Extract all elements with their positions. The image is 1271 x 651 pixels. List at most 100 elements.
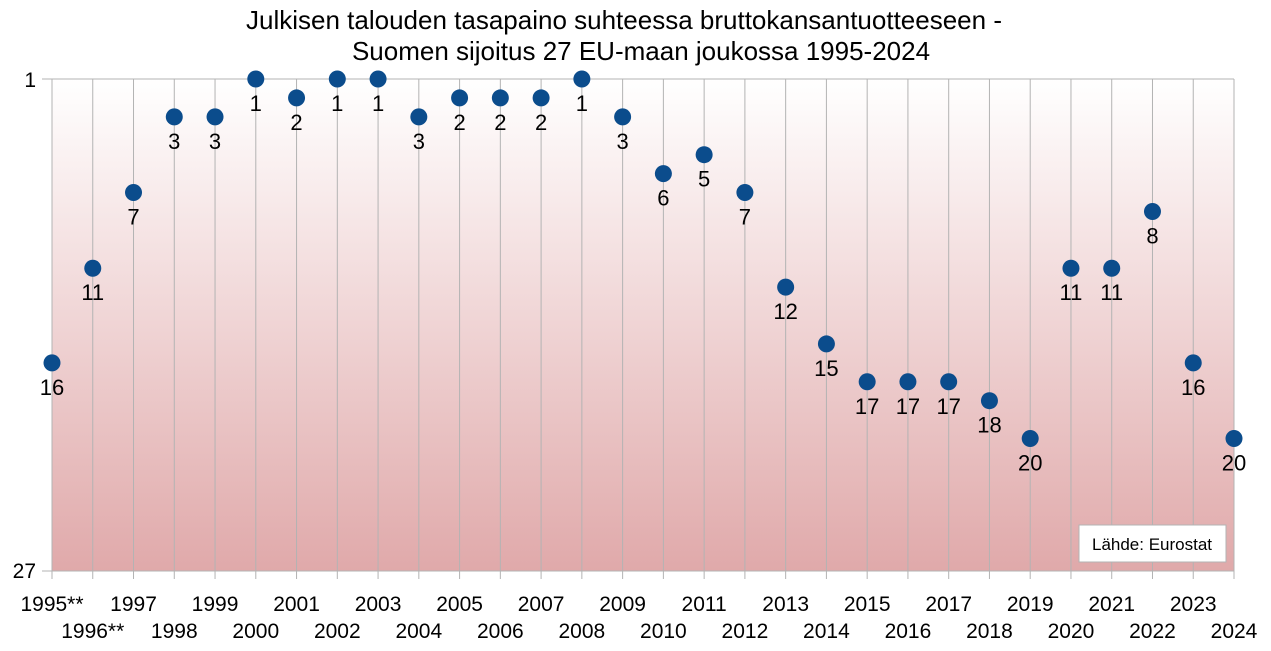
data-label: 3: [413, 129, 425, 154]
data-point: [43, 354, 61, 372]
x-tick-label: 2009: [599, 593, 646, 616]
x-tick-label: 2001: [273, 593, 320, 616]
x-tick-label: 2008: [559, 620, 606, 643]
data-label: 17: [936, 394, 960, 419]
data-label: 5: [698, 167, 710, 192]
data-point: [1021, 430, 1039, 448]
x-tick-label: 2013: [762, 593, 809, 616]
x-tick-label: 2011: [682, 593, 727, 616]
x-tick-label: 2007: [518, 593, 565, 616]
y-tick-label-bottom: 27: [13, 560, 36, 583]
data-label: 3: [168, 129, 180, 154]
data-label: 16: [1181, 375, 1205, 400]
data-point: [654, 165, 672, 183]
data-point: [165, 108, 183, 126]
data-label: 3: [616, 129, 628, 154]
data-label: 20: [1018, 451, 1042, 476]
data-point: [532, 89, 550, 107]
data-label: 3: [209, 129, 221, 154]
data-point: [980, 392, 998, 410]
chart-subtitle: Suomen sijoitus 27 EU-maan joukossa 1995…: [352, 36, 930, 66]
data-label: 1: [331, 91, 343, 116]
data-point: [614, 108, 632, 126]
x-tick-label: 2006: [477, 620, 524, 643]
data-point: [736, 184, 754, 202]
x-tick-label: 1998: [151, 620, 198, 643]
data-point: [1143, 202, 1161, 220]
x-tick-label: 2015: [844, 593, 891, 616]
data-label: 17: [855, 394, 879, 419]
data-label: 2: [535, 110, 547, 135]
data-label: 15: [814, 356, 838, 381]
data-label: 1: [250, 91, 262, 116]
x-tick-label: 2005: [436, 593, 483, 616]
data-point: [573, 70, 591, 88]
data-label: 20: [1222, 451, 1246, 476]
data-point: [491, 89, 509, 107]
data-label: 7: [127, 205, 139, 230]
data-label: 2: [494, 110, 506, 135]
data-label: 2: [453, 110, 465, 135]
x-tick-label: 2003: [355, 593, 402, 616]
x-tick-label: 1999: [192, 593, 239, 616]
data-point: [899, 373, 917, 391]
data-point: [777, 278, 795, 296]
x-tick-label: 2010: [640, 620, 687, 643]
data-label: 11: [1100, 280, 1123, 305]
data-label: 1: [576, 91, 588, 116]
data-point: [206, 108, 224, 126]
data-label: 16: [40, 375, 64, 400]
data-label: 12: [773, 299, 797, 324]
data-point: [1225, 430, 1243, 448]
x-tick-label: 2020: [1048, 620, 1095, 643]
x-tick-label: 2016: [885, 620, 932, 643]
x-tick-label: 2022: [1129, 620, 1176, 643]
data-point: [288, 89, 306, 107]
chart-title: Julkisen talouden tasapaino suhteessa br…: [246, 5, 1002, 35]
data-label: 11: [1060, 280, 1083, 305]
source-note: Lähde: Eurostat: [1092, 535, 1212, 554]
x-tick-label: 2024: [1211, 620, 1258, 643]
data-point: [940, 373, 958, 391]
data-point: [125, 184, 143, 202]
x-tick-label: 2018: [966, 620, 1013, 643]
data-point: [451, 89, 469, 107]
source-box: Lähde: Eurostat: [1078, 524, 1227, 563]
x-tick-label: 2002: [314, 620, 361, 643]
data-point: [410, 108, 428, 126]
x-tick-label: 2017: [925, 593, 972, 616]
y-tick-label-top: 1: [24, 69, 36, 92]
data-label: 6: [657, 186, 669, 211]
data-points: [43, 70, 1243, 448]
data-label: 7: [739, 205, 751, 230]
data-label: 18: [977, 413, 1001, 438]
data-point: [328, 70, 346, 88]
data-label: 17: [896, 394, 920, 419]
x-tick-label: 2019: [1007, 593, 1054, 616]
plot-area: [52, 79, 1234, 571]
x-tick-labels: 1995** 1996** 1997 1998 1999 2000 2001 2002 2003…: [20, 593, 1257, 643]
data-point: [858, 373, 876, 391]
x-tick-label: 2014: [803, 620, 850, 643]
x-tick-label: 2021: [1088, 593, 1135, 616]
data-label: 1: [372, 91, 384, 116]
data-point: [1184, 354, 1202, 372]
data-label: 2: [290, 110, 302, 135]
data-point: [84, 259, 102, 277]
data-point: [1103, 259, 1121, 277]
data-label: 8: [1146, 223, 1158, 248]
x-tick-label: 2012: [722, 620, 769, 643]
x-tick-label: 1995**: [20, 593, 83, 616]
data-point: [1062, 259, 1080, 277]
data-label: 11: [81, 280, 104, 305]
data-point: [695, 146, 713, 164]
data-point: [369, 70, 387, 88]
x-tick-label: 2004: [395, 620, 442, 643]
data-point: [247, 70, 265, 88]
x-tick-label: 1997: [110, 593, 157, 616]
data-point: [817, 335, 835, 353]
gridlines: [51, 79, 1235, 579]
x-tick-label: 2023: [1170, 593, 1217, 616]
